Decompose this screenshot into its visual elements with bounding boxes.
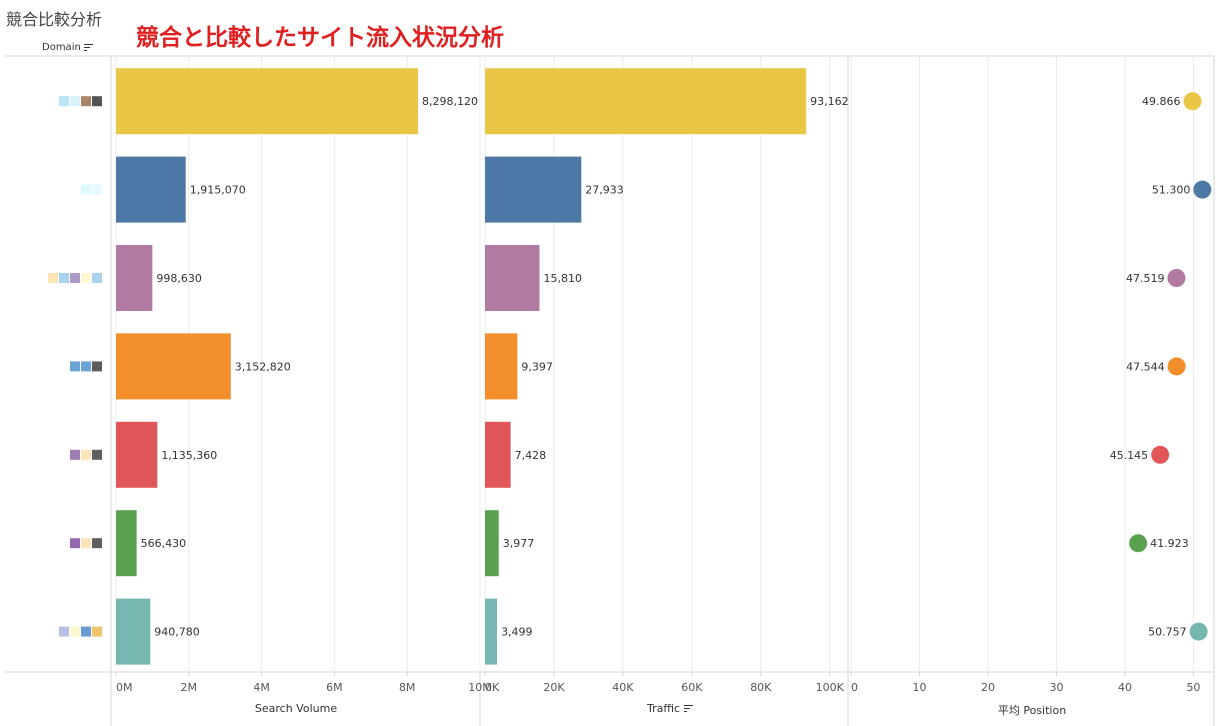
average-position-tick-label: 30 bbox=[1049, 681, 1063, 694]
dashboard-headline: 競合と比較したサイト流入状況分析 bbox=[136, 25, 504, 51]
traffic-data-label: 93,162 bbox=[810, 95, 849, 108]
average-position-data-label: 51.300 bbox=[1152, 184, 1191, 197]
average-position-point bbox=[1129, 534, 1148, 553]
sheet-title: 競合比較分析 bbox=[6, 10, 103, 29]
domain-label-swatch bbox=[92, 96, 102, 107]
traffic-bar bbox=[485, 68, 807, 135]
domain-label-swatch bbox=[59, 273, 69, 283]
search-volume-tick-label: 10M bbox=[468, 681, 492, 694]
domain-label-swatch bbox=[70, 626, 80, 637]
search-volume-data-label: 1,915,070 bbox=[190, 184, 246, 197]
axis-title-average-position: 平均 Position bbox=[998, 702, 1066, 718]
search-volume-bar bbox=[116, 245, 153, 311]
domain-label-swatch bbox=[81, 273, 91, 283]
search-volume-bar bbox=[116, 333, 231, 400]
sort-descending-icon[interactable] bbox=[83, 43, 93, 52]
traffic-data-label: 7,428 bbox=[515, 449, 547, 462]
domain-label-swatch bbox=[70, 449, 80, 460]
average-position-data-label: 45.145 bbox=[1110, 449, 1149, 462]
average-position-tick-label: 0 bbox=[851, 681, 858, 694]
search-volume-data-label: 566,430 bbox=[141, 537, 187, 550]
search-volume-tick-label: 6M bbox=[326, 681, 343, 694]
domain-label-swatch bbox=[92, 538, 102, 549]
domain-label-swatch bbox=[81, 361, 91, 372]
traffic-bar bbox=[485, 510, 499, 577]
search-volume-bar bbox=[116, 156, 186, 223]
sort-descending-icon[interactable] bbox=[684, 704, 694, 713]
domain-header-label: Domain bbox=[42, 42, 81, 53]
search-volume-bar bbox=[116, 598, 151, 665]
average-position-tick-label: 50 bbox=[1186, 681, 1200, 694]
domain-label-swatch bbox=[70, 273, 80, 283]
domain-label-swatch bbox=[59, 96, 69, 107]
average-position-point bbox=[1151, 445, 1170, 464]
search-volume-bar bbox=[116, 68, 419, 135]
average-position-point bbox=[1167, 357, 1186, 376]
search-volume-data-label: 998,630 bbox=[156, 272, 202, 285]
traffic-bar bbox=[485, 333, 518, 400]
domain-label-swatch bbox=[59, 626, 69, 637]
average-position-point bbox=[1167, 269, 1186, 287]
traffic-data-label: 15,810 bbox=[544, 272, 583, 285]
search-volume-tick-label: 4M bbox=[253, 681, 270, 694]
axis-title-position-label: 平均 Position bbox=[997, 704, 1067, 717]
search-volume-tick-label: 8M bbox=[399, 681, 416, 694]
domain-label-swatch bbox=[81, 449, 91, 460]
average-position-point bbox=[1193, 180, 1212, 199]
domain-label-swatch bbox=[92, 361, 102, 372]
domain-label-swatch bbox=[70, 361, 80, 372]
average-position-data-label: 47.544 bbox=[1126, 360, 1165, 373]
domain-label-swatch bbox=[92, 449, 102, 460]
domain-label-swatch bbox=[48, 273, 58, 283]
domain-label-swatch bbox=[81, 184, 91, 195]
domain-label-swatch bbox=[92, 626, 102, 637]
search-volume-tick-label: 2M bbox=[181, 681, 198, 694]
axis-title-search-volume: Search Volume bbox=[255, 702, 337, 715]
domain-label-swatch bbox=[81, 96, 91, 107]
search-volume-tick-label: 0M bbox=[116, 681, 133, 694]
traffic-data-label: 9,397 bbox=[521, 360, 553, 373]
traffic-tick-label: 0K bbox=[485, 681, 500, 694]
traffic-tick-label: 40K bbox=[612, 681, 634, 694]
traffic-data-label: 3,499 bbox=[501, 626, 533, 639]
domain-label-swatch bbox=[92, 184, 102, 195]
domain-label-swatch bbox=[70, 538, 80, 549]
average-position-point bbox=[1189, 622, 1208, 641]
average-position-tick-label: 10 bbox=[912, 681, 926, 694]
search-volume-data-label: 8,298,120 bbox=[422, 95, 478, 108]
traffic-bar bbox=[485, 421, 511, 488]
traffic-tick-label: 60K bbox=[681, 681, 703, 694]
traffic-tick-label: 80K bbox=[750, 681, 772, 694]
axis-title-search-volume-label: Search Volume bbox=[254, 702, 338, 715]
search-volume-data-label: 940,780 bbox=[154, 626, 200, 639]
average-position-tick-label: 40 bbox=[1118, 681, 1132, 694]
axis-title-traffic[interactable]: Traffic bbox=[646, 702, 694, 715]
traffic-bar bbox=[485, 245, 540, 311]
traffic-tick-label: 100K bbox=[816, 681, 845, 694]
traffic-data-label: 3,977 bbox=[503, 537, 535, 550]
average-position-data-label: 49.866 bbox=[1142, 95, 1181, 108]
traffic-data-label: 27,933 bbox=[585, 184, 624, 197]
search-volume-bar bbox=[116, 421, 158, 488]
average-position-data-label: 47.519 bbox=[1126, 272, 1165, 285]
average-position-data-label: 41.923 bbox=[1150, 537, 1189, 550]
domain-label-swatch bbox=[81, 538, 91, 549]
domain-column-header[interactable]: Domain bbox=[42, 42, 93, 53]
average-position-point bbox=[1183, 92, 1202, 111]
search-volume-data-label: 3,152,820 bbox=[235, 360, 291, 373]
search-volume-bar bbox=[116, 510, 137, 577]
axis-title-traffic-label: Traffic bbox=[646, 702, 681, 715]
average-position-tick-label: 20 bbox=[981, 681, 995, 694]
domain-label-swatch bbox=[92, 273, 102, 283]
domain-label-swatch bbox=[70, 96, 80, 107]
traffic-bar bbox=[485, 156, 582, 223]
traffic-tick-label: 20K bbox=[543, 681, 565, 694]
traffic-bar bbox=[485, 598, 498, 665]
domain-label-swatch bbox=[81, 626, 91, 637]
average-position-data-label: 50.757 bbox=[1148, 626, 1187, 639]
search-volume-data-label: 1,135,360 bbox=[161, 449, 217, 462]
